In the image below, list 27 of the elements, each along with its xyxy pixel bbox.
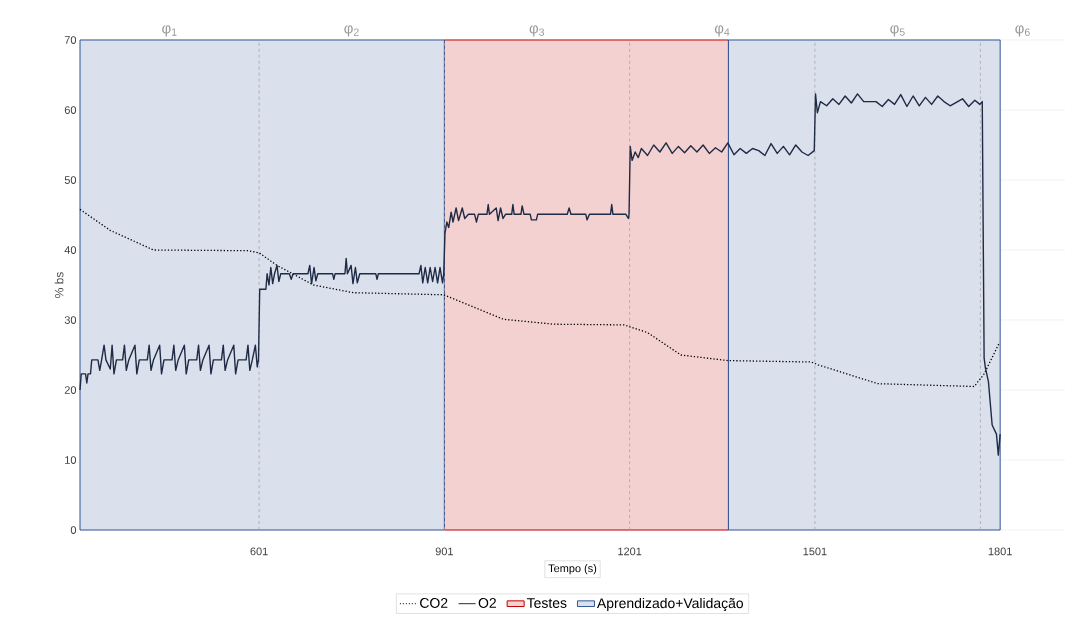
y-tick-label: 20 — [64, 386, 77, 394]
x-tick-label: 1801 — [988, 547, 1012, 556]
legend-label: O2 — [478, 598, 496, 608]
text: φ$_{4}$ — [714, 25, 730, 37]
x-axis-title: Tempo (s) — [548, 564, 597, 575]
y-tick-label: 40 — [64, 246, 77, 254]
y-tick-label: 30 — [64, 316, 77, 324]
line-series — [79, 93, 1001, 456]
text: φ$_{6}$ — [1015, 25, 1030, 37]
y-tick-label: 0 — [70, 526, 77, 534]
text: φ$_{3}$ — [529, 25, 545, 37]
line-series — [79, 208, 1001, 388]
y-axis-title: % bs — [54, 272, 64, 298]
x-tick-label: 601 — [250, 547, 268, 556]
text: φ$_{1}$ — [162, 25, 177, 37]
x-tick-label: 1501 — [803, 547, 827, 556]
y-tick-label: 10 — [65, 456, 77, 464]
y-tick-label: 50 — [64, 176, 77, 184]
y-tick-label: 70 — [64, 36, 77, 44]
legend-label: Testes — [526, 598, 567, 608]
legend-label: CO2 — [420, 598, 448, 608]
x-tick-label: 1201 — [618, 547, 642, 556]
text: φ$_{5}$ — [890, 25, 905, 37]
legend-label: Aprendizado+Validação — [596, 597, 744, 611]
x-tick-label: 901 — [435, 547, 453, 556]
y-tick-label: 60 — [64, 106, 77, 114]
text: φ$_{2}$ — [344, 25, 359, 37]
